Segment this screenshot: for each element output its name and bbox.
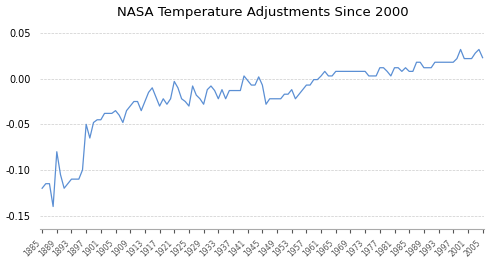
- Title: NASA Temperature Adjustments Since 2000: NASA Temperature Adjustments Since 2000: [117, 6, 408, 18]
